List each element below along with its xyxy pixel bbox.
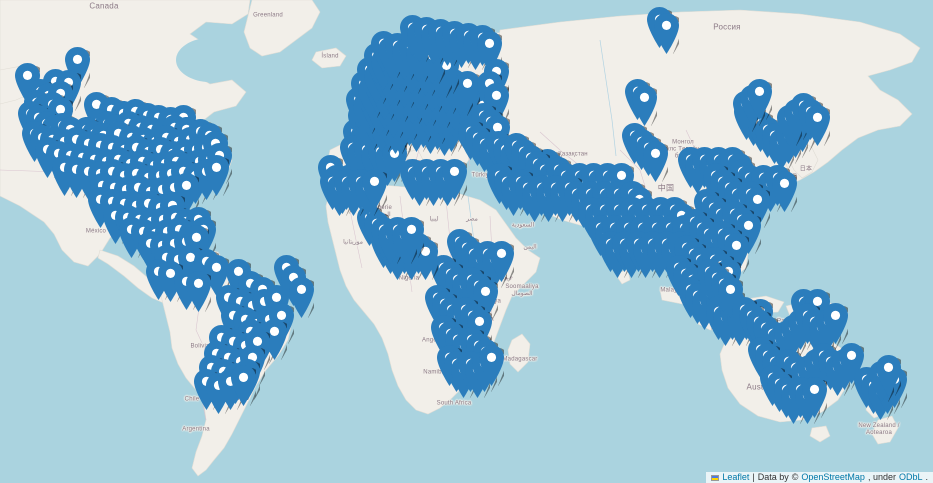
map-pin-icon[interactable] bbox=[489, 241, 514, 282]
map-pin-icon[interactable] bbox=[724, 233, 749, 274]
map-pin-icon[interactable] bbox=[643, 141, 668, 182]
map-pin-icon[interactable] bbox=[484, 83, 509, 124]
attribution-license-suffix: . bbox=[925, 472, 928, 483]
map-pin-icon[interactable] bbox=[772, 171, 797, 212]
map-pin-icon[interactable] bbox=[186, 271, 211, 312]
map-pin-icon[interactable] bbox=[174, 173, 199, 214]
attribution-data-prefix: Data by bbox=[757, 472, 789, 483]
attribution-license-prefix: , under bbox=[867, 472, 896, 483]
map-pin-icon[interactable] bbox=[876, 355, 901, 396]
map-pin-icon[interactable] bbox=[65, 47, 90, 88]
map-pin-icon[interactable] bbox=[479, 345, 504, 386]
attribution-control[interactable]: Leaflet | Data by © OpenStreetMap , unde… bbox=[706, 472, 933, 483]
map-pin-icon[interactable] bbox=[473, 279, 498, 320]
map-pin-icon[interactable] bbox=[413, 239, 438, 280]
map-pin-icon[interactable] bbox=[231, 365, 256, 406]
map-pin-icon[interactable] bbox=[805, 105, 830, 146]
map-pin-icon[interactable] bbox=[399, 217, 424, 258]
map-pin-icon[interactable] bbox=[204, 155, 229, 196]
map-pin-icon[interactable] bbox=[632, 85, 657, 126]
map-pin-icon[interactable] bbox=[262, 319, 287, 360]
leaflet-flag-icon bbox=[711, 474, 720, 481]
map-pin-icon[interactable] bbox=[736, 213, 761, 254]
map-pin-icon[interactable] bbox=[654, 13, 679, 54]
map-pin-icon[interactable] bbox=[455, 71, 480, 112]
odbl-license-link[interactable]: ODbL bbox=[898, 472, 923, 483]
map-pin-icon[interactable] bbox=[747, 79, 772, 120]
map-pin-icon[interactable] bbox=[745, 187, 770, 228]
openstreetmap-link[interactable]: OpenStreetMap bbox=[801, 472, 865, 483]
leaflet-link[interactable]: Leaflet bbox=[722, 472, 750, 483]
map-pin-icon[interactable] bbox=[823, 303, 848, 344]
map-pin-icon[interactable] bbox=[362, 169, 387, 210]
map-pin-icon[interactable] bbox=[442, 159, 467, 200]
map-pin-icon[interactable] bbox=[802, 377, 827, 418]
attribution-copyright: © bbox=[791, 472, 799, 483]
map-pin-icon[interactable] bbox=[289, 277, 314, 318]
attribution-separator: | bbox=[752, 472, 755, 483]
